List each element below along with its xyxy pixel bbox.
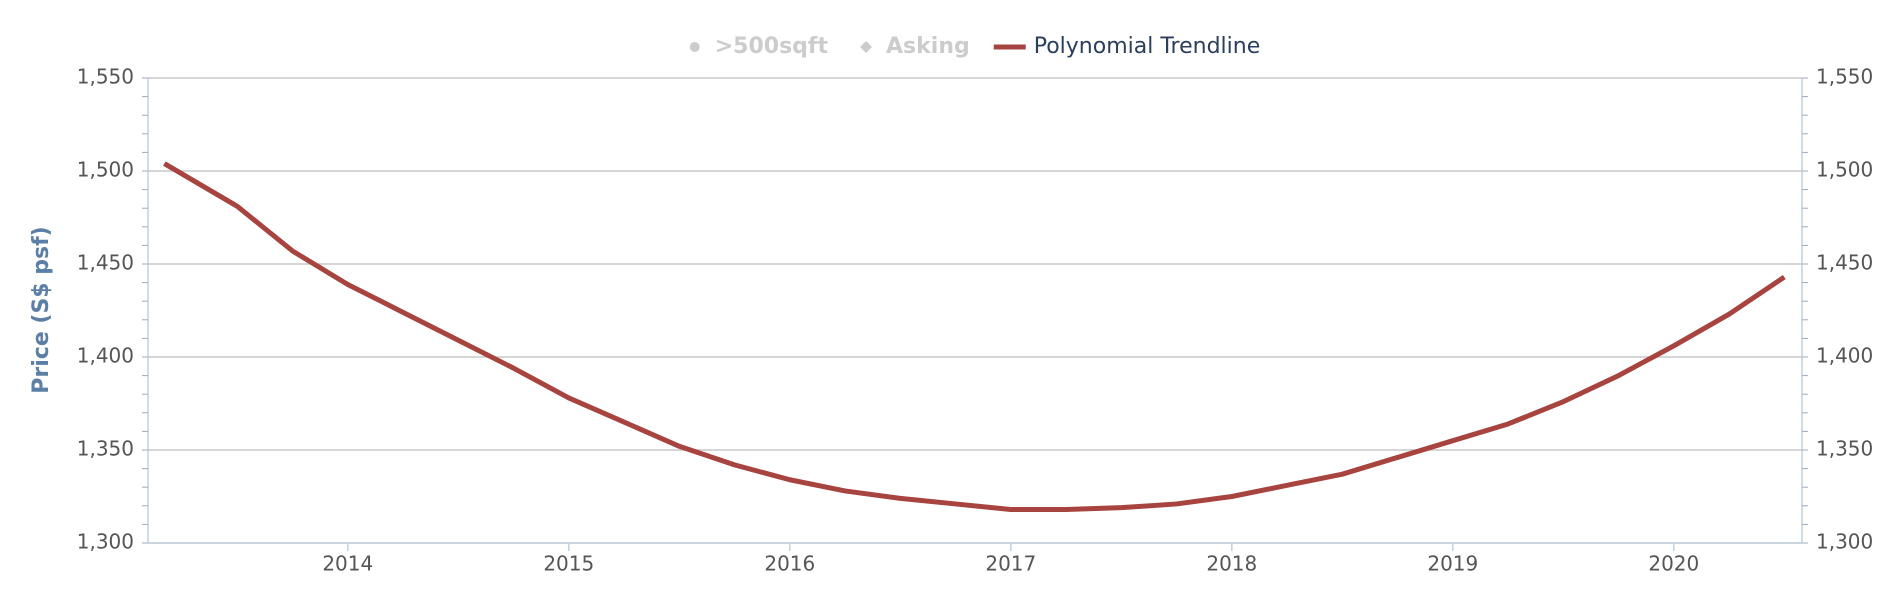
y-tick-label: 1,300 [77, 530, 134, 554]
x-tick-label: 2015 [543, 552, 594, 576]
x-tick-label: 2014 [322, 552, 373, 576]
legend: >500sqft Asking Polynomial Trendline [689, 34, 1261, 59]
y2-tick-label: 1,500 [1816, 158, 1873, 182]
legend-label: Asking [886, 34, 970, 59]
y-tick-label: 1,350 [77, 437, 134, 461]
legend-item[interactable]: Polynomial Trendline [993, 34, 1261, 59]
trend-line [163, 161, 1786, 513]
y2-tick-label: 1,550 [1816, 65, 1873, 89]
y-axis-label: Price (S$ psf) [29, 226, 54, 393]
legend-symbol [689, 42, 700, 52]
x-tick-label: 2018 [1206, 552, 1257, 576]
y2-tick-label: 1,450 [1816, 251, 1873, 275]
legend-label: Polynomial Trendline [1034, 34, 1261, 59]
y2-tick-label: 1,300 [1816, 530, 1873, 554]
legend-item[interactable]: >500sqft [689, 34, 829, 59]
y-tick-label: 1,400 [77, 344, 134, 368]
x-tick-label: 2017 [985, 552, 1036, 576]
x-tick-label: 2020 [1648, 552, 1699, 576]
y2-tick-label: 1,400 [1816, 344, 1873, 368]
x-tick-label: 2016 [764, 552, 815, 576]
y-tick-label: 1,450 [77, 251, 134, 275]
legend-label: >500sqft [715, 34, 829, 59]
legend-item[interactable]: Asking [860, 34, 970, 59]
y2-tick-label: 1,350 [1816, 437, 1873, 461]
x-tick-label: 2019 [1427, 552, 1478, 576]
y-tick-label: 1,550 [77, 65, 134, 89]
legend-symbol [860, 41, 873, 53]
y-tick-label: 1,500 [77, 158, 134, 182]
